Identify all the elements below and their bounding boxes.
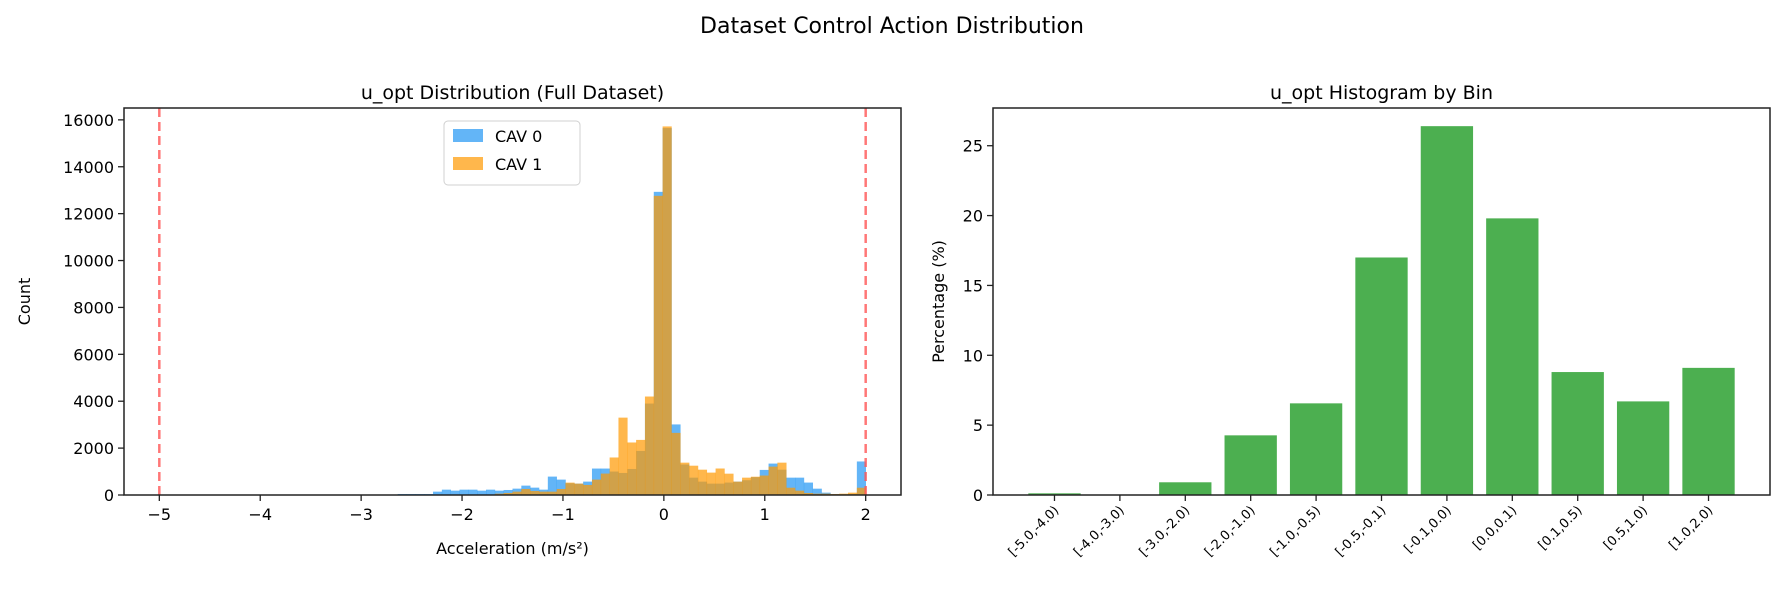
bar xyxy=(1617,401,1669,495)
y-tick-label: 5 xyxy=(973,416,983,435)
x-tick-label: 2 xyxy=(861,505,871,524)
x-tick-label: −3 xyxy=(349,505,373,524)
histogram-bar-cav0 xyxy=(486,490,495,495)
bar xyxy=(1682,368,1734,495)
y-tick-label: 20 xyxy=(963,207,983,226)
y-tick-label: 10 xyxy=(963,346,983,365)
histogram-bar-cav1 xyxy=(565,483,574,495)
x-tick-label: −4 xyxy=(248,505,272,524)
y-tick-label: 0 xyxy=(973,486,983,505)
histogram-bar-cav1 xyxy=(716,469,725,495)
histogram-bar-cav1 xyxy=(707,473,716,495)
right-bar-panel: [-5.0,-4.0)[-4.0,-3.0)[-3.0,-2.0)[-2.0,-… xyxy=(929,82,1770,560)
histogram-bar-cav0 xyxy=(468,490,477,495)
x-tick-label: [-5.0,-4.0) xyxy=(1006,503,1063,560)
histogram-bar-cav1 xyxy=(592,480,601,495)
y-tick-label: 10000 xyxy=(63,252,114,271)
histogram-bar-cav1 xyxy=(574,484,583,495)
histogram-bar-cav1 xyxy=(680,463,689,495)
chart-title: u_opt Histogram by Bin xyxy=(1270,82,1493,104)
histogram-bar-cav1 xyxy=(769,467,778,495)
histogram-bar-cav1 xyxy=(671,433,680,495)
y-tick-label: 6000 xyxy=(73,345,114,364)
y-axis-label: Count xyxy=(15,278,34,326)
y-tick-label: 12000 xyxy=(63,205,114,224)
histogram-bar-cav1 xyxy=(733,482,742,495)
legend-swatch xyxy=(453,157,483,170)
figure-suptitle: Dataset Control Action Distribution xyxy=(700,14,1084,39)
histogram-bar-cav0 xyxy=(460,490,469,495)
x-tick-label: [0.1,0.5) xyxy=(1536,503,1586,553)
histogram-bar-cav1 xyxy=(618,418,627,495)
y-tick-label: 15 xyxy=(963,276,983,295)
histogram-bar-cav1 xyxy=(645,397,654,495)
y-tick-label: 16000 xyxy=(63,111,114,130)
histogram-bar-cav1 xyxy=(751,477,760,495)
x-tick-label: [-1.0,-0.5) xyxy=(1267,503,1324,560)
histogram-bar-cav1 xyxy=(663,126,672,495)
legend-label: CAV 1 xyxy=(495,155,542,174)
x-tick-label: −2 xyxy=(450,505,474,524)
histogram-bar-cav1 xyxy=(610,457,619,495)
x-tick-label: [-3.0,-2.0) xyxy=(1137,503,1194,560)
x-tick-label: −1 xyxy=(551,505,575,524)
y-tick-label: 4000 xyxy=(73,392,114,411)
y-tick-label: 25 xyxy=(963,137,983,156)
legend-swatch xyxy=(453,129,483,142)
histogram-bar-cav0 xyxy=(442,490,451,495)
histogram-bar-cav1 xyxy=(742,478,751,495)
x-axis-label: Acceleration (m/s²) xyxy=(436,539,589,558)
bar xyxy=(1290,403,1342,495)
x-tick-label: [-0.5,-0.1) xyxy=(1333,503,1390,560)
histogram-bar-cav1 xyxy=(627,442,636,495)
histogram-bar-cav1 xyxy=(777,463,786,495)
x-tick-label: [0.5,1.0) xyxy=(1601,503,1651,553)
y-tick-label: 0 xyxy=(104,486,114,505)
histogram-bar-cav1 xyxy=(724,474,733,495)
histogram-bar-cav1 xyxy=(636,440,645,495)
x-tick-label: [-2.0,-1.0) xyxy=(1202,503,1259,560)
y-tick-label: 2000 xyxy=(73,439,114,458)
histogram-bar-cav1 xyxy=(760,476,769,495)
histogram-bar-cav1 xyxy=(786,488,795,495)
y-tick-label: 14000 xyxy=(63,158,114,177)
x-tick-label: 0 xyxy=(659,505,669,524)
bar xyxy=(1421,126,1473,495)
y-tick-label: 8000 xyxy=(73,298,114,317)
histogram-bar-cav1 xyxy=(583,485,592,495)
x-tick-label: [-4.0,-3.0) xyxy=(1071,503,1128,560)
x-tick-label: [-0.1,0.0) xyxy=(1401,503,1454,556)
x-tick-label: −5 xyxy=(148,505,172,524)
chart-title: u_opt Distribution (Full Dataset) xyxy=(361,82,664,104)
histogram-bar-cav1 xyxy=(689,466,698,495)
left-histogram-panel: −5 −4 −3 −2 −1 0 1 2 0 2000 4000 6000 8000 10000 12000… xyxy=(15,82,901,558)
histogram-bar-cav1 xyxy=(654,196,663,495)
x-tick-label: 1 xyxy=(760,505,770,524)
legend-label: CAV 0 xyxy=(495,127,542,146)
bar xyxy=(1552,372,1604,495)
y-axis-label: Percentage (%) xyxy=(929,240,948,363)
histogram-bar-cav1 xyxy=(557,489,566,495)
x-tick-label: [0.0,0.1) xyxy=(1470,503,1520,553)
bar xyxy=(1159,482,1211,495)
bar xyxy=(1355,257,1407,495)
bar xyxy=(1225,435,1277,495)
histogram-bar-cav1 xyxy=(601,474,610,495)
x-tick-label: [1.0,2.0) xyxy=(1666,503,1716,553)
histogram-bar-cav1 xyxy=(698,470,707,495)
histogram-bar-cav1 xyxy=(521,489,530,495)
legend: CAV 0 CAV 1 xyxy=(444,121,580,185)
bar xyxy=(1486,218,1538,495)
